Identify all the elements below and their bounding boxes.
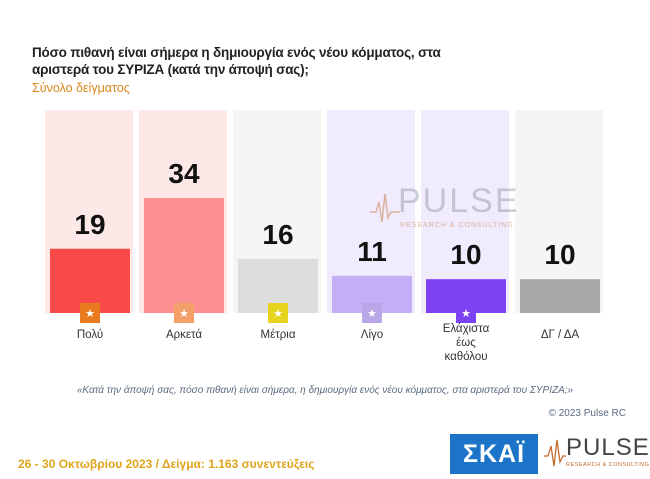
category-label: ΔΓ / ΔΑ xyxy=(540,329,580,341)
pulse-wave-icon xyxy=(370,193,400,223)
chart-subtitle: Σύνολο δείγματος xyxy=(32,81,130,95)
star-glyph-icon: ★ xyxy=(367,308,377,320)
chart-title: Πόσο πιθανή είναι σήμερα η δημιουργία εν… xyxy=(32,45,441,77)
star-glyph-icon: ★ xyxy=(179,308,189,320)
bar xyxy=(144,197,224,313)
category-label: Πολύ xyxy=(76,329,104,341)
copyright: © 2023 Pulse RC xyxy=(548,408,626,419)
star-rating-icon xyxy=(174,303,194,323)
watermark-sub: RESEARCH & CONSULTING xyxy=(400,222,514,229)
star-glyph-icon: ★ xyxy=(85,308,95,320)
data-label: 10 xyxy=(450,239,482,271)
star-glyph-icon: ★ xyxy=(461,308,471,320)
pulse-logo: PULSE RESEARCH & CONSULTING xyxy=(544,434,649,474)
pulse-wave-icon xyxy=(544,439,566,467)
pulse-watermark: PULSE RESEARCH & CONSULTING xyxy=(370,182,520,238)
data-label: 19 xyxy=(74,208,106,240)
star-rating-icon xyxy=(362,303,382,323)
watermark-word: PULSE xyxy=(398,182,520,220)
category-label: Αρκετά xyxy=(165,329,203,341)
star-rating-icon xyxy=(268,303,288,323)
pulse-logo-sub: RESEARCH & CONSULTING xyxy=(566,462,650,468)
question-text: «Κατά την άποψή σας, πόσο πιθανή είναι σ… xyxy=(76,385,574,396)
star-rating-icon xyxy=(80,303,100,323)
bar xyxy=(520,279,600,313)
skai-logo: ΣΚΑΪ xyxy=(450,434,538,474)
survey-footer: 26 - 30 Οκτωβρίου 2023 / Δείγμα: 1.163 σ… xyxy=(18,457,315,471)
star-glyph-icon: ★ xyxy=(273,308,283,320)
category-label: Μέτρια xyxy=(260,329,296,341)
data-label: 11 xyxy=(357,235,387,267)
data-label: 16 xyxy=(262,218,294,250)
category-label: Λίγο xyxy=(360,329,384,341)
bar xyxy=(50,248,130,313)
star-rating-icon xyxy=(456,303,476,323)
pulse-logo-word: PULSE xyxy=(566,434,650,461)
category-label: Ελάχιστα έως καθόλου xyxy=(442,323,490,363)
data-label: 10 xyxy=(544,239,576,271)
data-label: 34 xyxy=(168,157,200,189)
